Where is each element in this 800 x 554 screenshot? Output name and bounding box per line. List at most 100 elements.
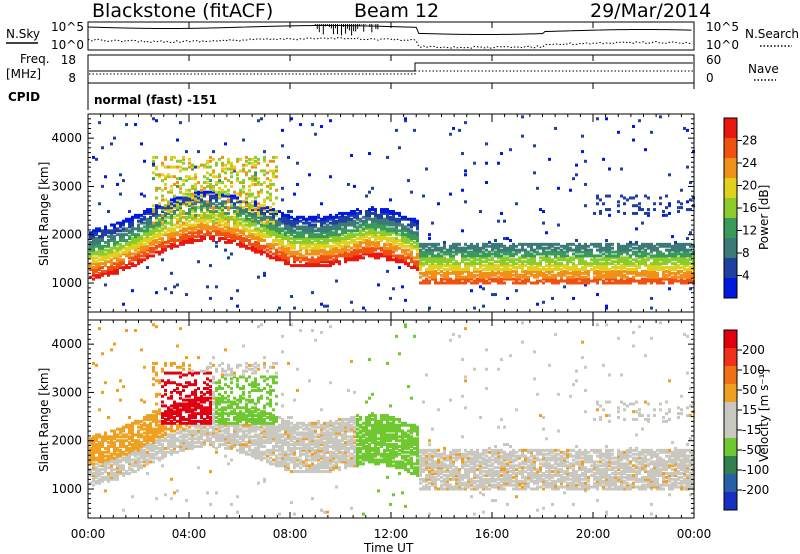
velocity-cell: [167, 433, 170, 437]
power-cell: [188, 200, 191, 204]
power-cell: [89, 231, 92, 235]
power-cell: [422, 256, 425, 260]
power-cell: [488, 267, 491, 271]
power-cell: [170, 246, 173, 250]
velocity-cell: [167, 443, 170, 447]
power-cell: [587, 281, 590, 285]
power-cell: [323, 238, 326, 242]
power-cell: [248, 213, 251, 217]
power-cell: [542, 210, 545, 213]
power-cell: [368, 213, 371, 217]
power-cell: [557, 246, 560, 250]
power-cell: [278, 231, 281, 235]
power-cell: [110, 237, 113, 241]
power-cell: [557, 279, 560, 283]
power-cell: [677, 206, 680, 210]
power-cell: [644, 279, 647, 283]
power-cell: [281, 227, 284, 231]
power-cell: [494, 244, 497, 248]
power-cell: [122, 302, 125, 306]
power-cell: [545, 269, 548, 273]
power-cell: [410, 225, 413, 229]
power-cell: [248, 188, 251, 192]
power-cell: [413, 219, 416, 223]
power-cell: [212, 184, 215, 188]
power-cell: [524, 252, 527, 256]
power-cell: [596, 254, 599, 258]
power-cell: [464, 264, 467, 268]
power-cell: [302, 233, 305, 237]
power-cell: [242, 208, 245, 212]
power-cell: [572, 296, 575, 300]
power-cell: [188, 237, 191, 241]
velocity-cell: [107, 446, 110, 450]
power-cell: [509, 148, 512, 152]
power-cell: [236, 179, 239, 183]
power-cell: [119, 260, 122, 264]
power-cell: [386, 219, 389, 223]
power-cell: [251, 177, 254, 181]
velocity-cell: [152, 367, 155, 371]
power-cell: [500, 281, 503, 285]
power-cell: [323, 231, 326, 235]
velocity-cell: [119, 427, 122, 431]
power-cell: [449, 279, 452, 283]
power-cell: [566, 262, 569, 266]
power-cell: [299, 240, 302, 244]
velocity-cell: [95, 466, 98, 470]
power-cell: [245, 227, 248, 231]
power-cell: [590, 242, 593, 246]
velocity-cell: [107, 462, 110, 466]
power-cell: [245, 198, 248, 202]
power-cell: [608, 242, 611, 246]
velocity-cell: [152, 448, 155, 452]
velocity-cell: [95, 448, 98, 452]
power-cell: [245, 159, 248, 163]
power-cell: [341, 254, 344, 258]
power-cell: [335, 260, 338, 264]
velocity-cell: [92, 452, 95, 456]
power-cell: [491, 246, 494, 250]
power-cell: [428, 266, 431, 270]
power-cell: [398, 229, 401, 233]
power-cell: [416, 225, 419, 229]
power-cell: [557, 250, 560, 254]
velocity-cell: [170, 435, 173, 439]
power-cell: [686, 281, 689, 285]
power-cell: [659, 267, 662, 271]
power-cell: [509, 277, 512, 281]
power-cell: [200, 219, 203, 223]
power-cell: [632, 211, 635, 215]
power-cell: [320, 223, 323, 227]
power-cell: [287, 231, 290, 235]
power-cell: [170, 235, 173, 239]
power-cell: [617, 260, 620, 264]
velocity-cell: [140, 454, 143, 458]
power-cell: [362, 250, 365, 254]
power-cell: [605, 264, 608, 268]
power-cell: [425, 254, 428, 258]
power-cell: [113, 267, 116, 271]
power-cell: [392, 223, 395, 227]
power-cell: [611, 242, 614, 246]
power-cell: [209, 198, 212, 202]
power-cell: [185, 223, 188, 227]
power-cell: [143, 159, 146, 163]
power-cell: [581, 150, 584, 154]
power-cell: [272, 231, 275, 235]
power-cell: [257, 238, 260, 242]
power-cell: [338, 240, 341, 244]
power-cell: [458, 250, 461, 254]
power-cell: [122, 238, 125, 242]
power-cell: [254, 237, 257, 241]
power-cell: [266, 215, 269, 219]
power-cell: [536, 269, 539, 273]
power-cell: [497, 267, 500, 271]
velocity-cell: [131, 452, 134, 456]
velocity-cell: [104, 464, 107, 468]
power-cell: [569, 275, 572, 279]
power-cell: [176, 208, 179, 212]
velocity-cell: [164, 450, 167, 454]
power-cell: [665, 256, 668, 260]
power-cell: [260, 231, 263, 235]
